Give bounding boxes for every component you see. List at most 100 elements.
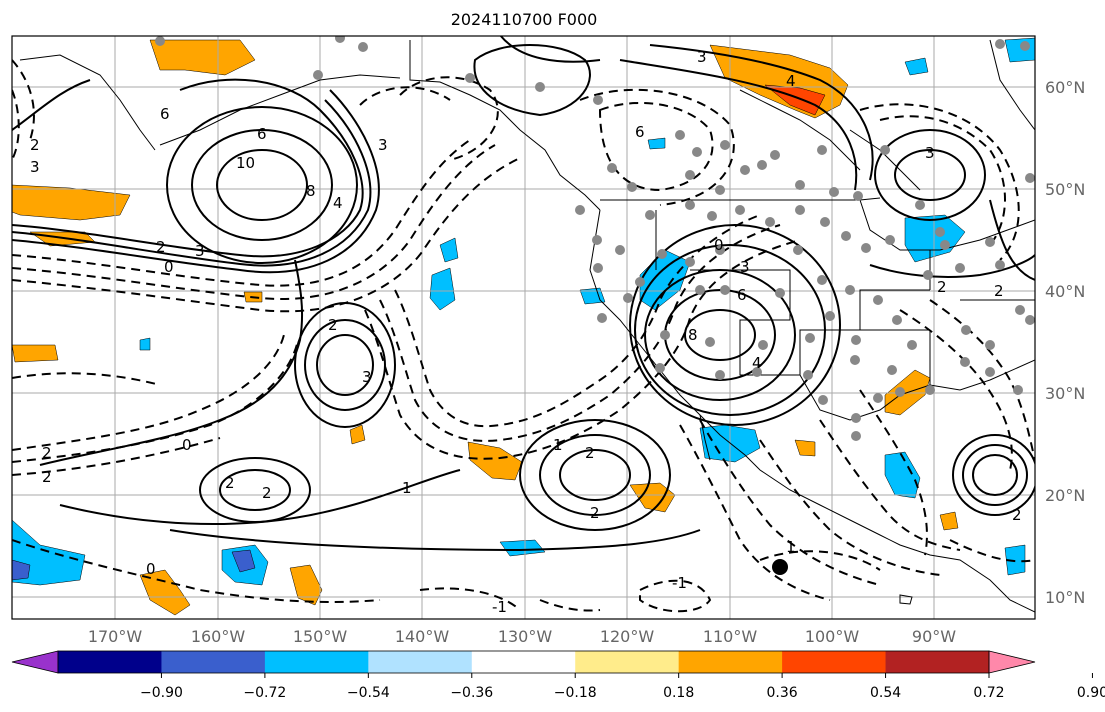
colorbar-swatch: [575, 651, 680, 673]
contour-label: 6: [737, 286, 747, 304]
contour-label: 8: [306, 182, 316, 200]
colorbar-swatch: [885, 651, 990, 673]
contour-label: 2: [585, 444, 595, 462]
colorbar-tick-label: −0.72: [243, 685, 286, 701]
contour-label: 2: [156, 238, 166, 256]
contour-label: 0: [714, 236, 724, 254]
colorbar-tick-label: 0.72: [973, 685, 1004, 701]
colorbar-tick-label: 0.36: [767, 685, 798, 701]
latitude-labels: 10°N 20°N 30°N 40°N 50°N 60°N: [1045, 78, 1085, 607]
coastlines: [19, 39, 1035, 613]
orange-region: [149, 39, 256, 76]
contour-label: 1: [553, 436, 563, 454]
contour-label: -1: [492, 598, 507, 616]
contour-label: -1: [672, 574, 687, 592]
contour-label: 3: [740, 258, 750, 276]
orange-region: [629, 482, 676, 513]
station-dots: [155, 36, 1035, 441]
contour-label: 2: [42, 468, 52, 486]
colorbar-swatch: [471, 651, 576, 673]
contour-label: 10: [236, 154, 255, 172]
cyan-region: [579, 287, 606, 305]
lat-label: 10°N: [1045, 588, 1085, 607]
solid-contours: [12, 36, 1035, 552]
contour-label: 2: [1012, 506, 1022, 524]
colorbar-swatch: [161, 651, 266, 673]
lon-label: 150°W: [293, 627, 348, 646]
cyan-region: [439, 237, 459, 263]
colorbar-tick-label: 0.90: [1077, 685, 1105, 701]
lon-label: 100°W: [805, 627, 860, 646]
contour-label: 3: [195, 242, 205, 260]
colorbar-tick-label: −0.54: [347, 685, 390, 701]
storm-marker: [772, 559, 788, 575]
contour-label: 2: [30, 136, 40, 154]
colorbar: −0.90 −0.72 −0.54 −0.36 −0.18 0.18 0.36 0.54 0.7…: [11, 650, 1105, 701]
contour-label: 4: [333, 194, 343, 212]
dashed-contours: [12, 59, 1035, 613]
cyan-region: [1004, 544, 1026, 576]
colorbar-tick-label: 0.54: [870, 685, 901, 701]
orange-region: [939, 511, 959, 531]
lon-label: 160°W: [191, 627, 246, 646]
plot-frame: [11, 35, 1036, 620]
contour-label: 2: [42, 444, 52, 462]
lon-label: 130°W: [498, 627, 553, 646]
lon-label: 110°W: [703, 627, 758, 646]
lon-label: 170°W: [88, 627, 143, 646]
cyan-region: [904, 57, 929, 76]
orange-region: [794, 439, 816, 457]
lon-label: 140°W: [395, 627, 450, 646]
contour-label: 6: [635, 123, 645, 141]
contour-label: 3: [925, 144, 935, 162]
royal-region: [12, 559, 31, 581]
colorbar-frame: [57, 650, 990, 674]
contour-label: 3: [30, 158, 40, 176]
contour-label: 0: [182, 436, 192, 454]
grid-lines: [12, 36, 1035, 619]
colorbar-swatch: [264, 651, 369, 673]
contour-label: 3: [378, 136, 388, 154]
lat-label: 40°N: [1045, 282, 1085, 301]
map-title: 2024110700 F000: [450, 10, 598, 29]
lat-label: 20°N: [1045, 486, 1085, 505]
contour-label: 4: [752, 354, 762, 372]
contour-label: 0: [146, 560, 156, 578]
cyan-region: [884, 451, 921, 499]
contour-label: 2: [994, 282, 1004, 300]
lon-label: 120°W: [600, 627, 655, 646]
contour-label: 3: [697, 48, 707, 66]
colorbar-swatch: [782, 651, 887, 673]
contour-label: 3: [362, 368, 372, 386]
colorbar-tick-label: 0.18: [663, 685, 694, 701]
orange-region: [467, 441, 523, 481]
royal-region: [231, 549, 256, 573]
cyan-region: [1004, 37, 1035, 63]
lon-label: 90°W: [912, 627, 956, 646]
colorbar-swatch: [58, 651, 162, 673]
orange-region: [12, 344, 59, 363]
colorbar-tick-label: −0.36: [450, 685, 493, 701]
cyan-region: [429, 267, 456, 311]
contour-label: 6: [160, 105, 170, 123]
orange-region: [139, 569, 191, 616]
contour-label: 8: [688, 326, 698, 344]
colorbar-tick-label: −0.90: [140, 685, 183, 701]
lat-label: 30°N: [1045, 384, 1085, 403]
contour-label: 4: [786, 72, 796, 90]
colorbar-extend-left: [11, 650, 59, 674]
contour-label-group: 6 6 10 8 4 3 2 0 3 2 3 2 0 2 2 1 2 1 2 2…: [30, 48, 1022, 616]
contour-label: 2: [937, 278, 947, 296]
contour-label: 1: [402, 479, 412, 497]
colorbar-extend-right: [988, 650, 1036, 674]
colorbar-tick-label: −0.18: [554, 685, 597, 701]
contour-label: 2: [590, 504, 600, 522]
contour-label: 2: [262, 484, 272, 502]
cyan-region: [499, 539, 546, 557]
contour-label: 2: [225, 474, 235, 492]
plot-area: [12, 36, 1035, 619]
cyan-region: [139, 337, 151, 351]
lat-label: 50°N: [1045, 180, 1085, 199]
contour-label: 0: [164, 258, 174, 276]
